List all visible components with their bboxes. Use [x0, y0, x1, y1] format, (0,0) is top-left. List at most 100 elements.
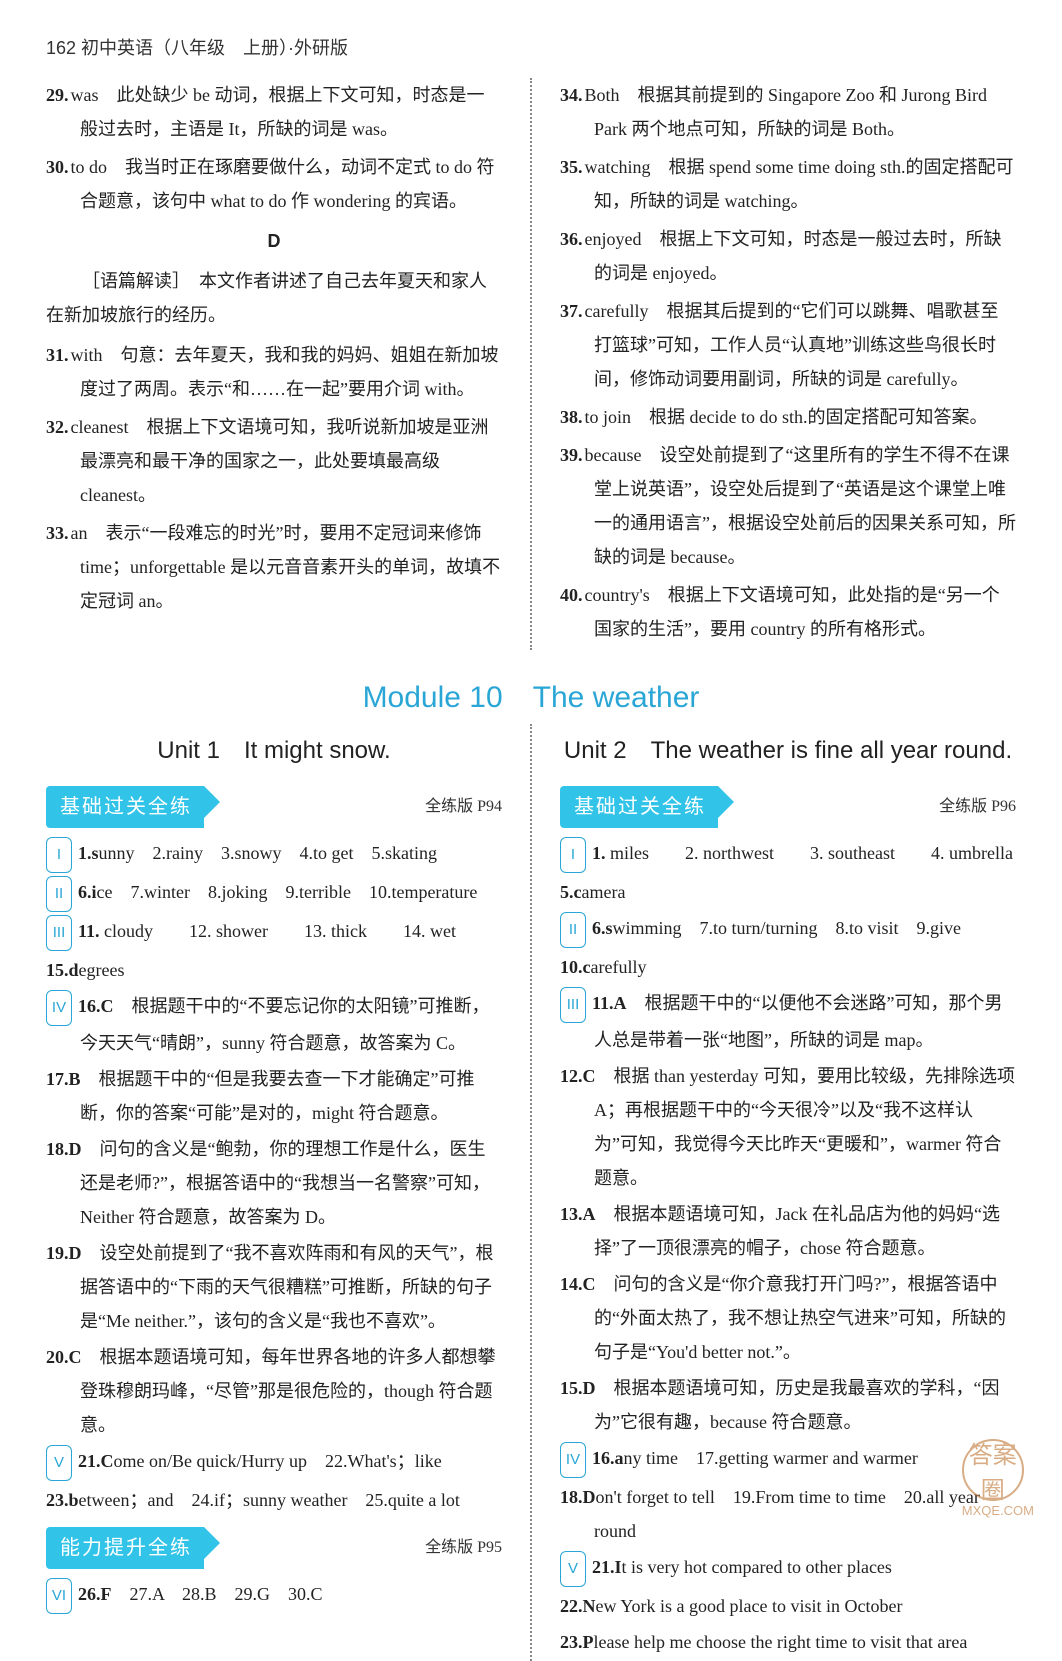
- answer-text: 20.C 根据本题语境可知，每年世界各地的许多人都想攀登珠穆朗玛峰，“尽管”那是…: [46, 1347, 496, 1435]
- answer-38: 38.to join 根据 decide to do sth.的固定搭配可知答案…: [594, 400, 1016, 434]
- answer-line: I1.sunny 2.rainy 3.snowy 4.to get 5.skat…: [80, 836, 502, 873]
- answer-line: III11. cloudy 12. shower 13. thick 14. w…: [80, 914, 502, 951]
- unit2-column: Unit 2 The weather is fine all year roun…: [552, 724, 1016, 1661]
- roman-marker: II: [46, 876, 72, 912]
- roman-marker: III: [46, 915, 72, 951]
- unit1-column: Unit 1 It might snow. 基础过关全练 全练版 P94 I1.…: [46, 724, 510, 1661]
- page-ref: 全练版 P94: [425, 790, 502, 824]
- answer-35: 35.watching 根据 spend some time doing sth…: [594, 150, 1016, 218]
- answer-text: 14.C 问句的含义是“你介意我打开门吗?”，根据答语中的“外面太热了，我不想让…: [560, 1274, 1006, 1362]
- roman-marker: IV: [46, 990, 72, 1026]
- answer-line: V21.It is very hot compared to other pla…: [594, 1550, 1016, 1587]
- answer-text: 19.D 设空处前提到了“我不喜欢阵雨和有风的天气”，根据答语中的“下雨的天气很…: [46, 1243, 493, 1331]
- column-separator: [530, 78, 532, 650]
- roman-marker: IV: [560, 1442, 586, 1478]
- answer-text: 1.sunny 2.rainy 3.snowy 4.to get 5.skati…: [78, 843, 437, 863]
- basic-badge: 基础过关全练: [46, 786, 204, 828]
- section-d-heading: D: [46, 224, 502, 258]
- answer-text: 23.between；and 24.if；sunny weather 25.qu…: [46, 1490, 460, 1510]
- bottom-section: Unit 1 It might snow. 基础过关全练 全练版 P94 I1.…: [46, 724, 1016, 1661]
- answer-text: 15.D 根据本题语境可知，历史是我最喜欢的学科，“因为”它很有趣，becaus…: [560, 1378, 1000, 1432]
- roman-marker: I: [560, 837, 586, 873]
- answer-line: IV16.any time 17.getting warmer and warm…: [594, 1441, 1016, 1478]
- roman-marker: V: [560, 1551, 586, 1587]
- answer-line: 18.Don't forget to tell 19.From time to …: [594, 1480, 1016, 1548]
- answer-line: 23.between；and 24.if；sunny weather 25.qu…: [80, 1483, 502, 1517]
- answer-line: 19.D 设空处前提到了“我不喜欢阵雨和有风的天气”，根据答语中的“下雨的天气很…: [80, 1236, 502, 1338]
- top-right-column: 34.Both 根据其前提到的 Singapore Zoo 和 Jurong B…: [552, 78, 1016, 650]
- answer-text: 13.A 根据本题语境可知，Jack 在礼品店为他的妈妈“选择”了一顶很漂亮的帽…: [560, 1204, 1000, 1258]
- answer-line: IV16.C 根据题干中的“不要忘记你的太阳镜”可推断，今天天气“晴朗”，sun…: [80, 989, 502, 1060]
- watermark: 答案圈 MXQE.COM: [962, 1439, 1034, 1518]
- answer-31: 31.with 句意：去年夏天，我和我的妈妈、姐姐在新加坡度过了两周。表示“和……: [80, 338, 502, 406]
- watermark-url: MXQE.COM: [962, 1503, 1034, 1518]
- answer-37: 37.carefully 根据其后提到的“它们可以跳舞、唱歌甚至打篮球”可知，工…: [594, 294, 1016, 396]
- page-header: 162 初中英语（八年级 上册）·外研版: [46, 34, 1016, 60]
- page-ref: 全练版 P96: [939, 790, 1016, 824]
- roman-marker: I: [46, 837, 72, 873]
- answer-text: 16.C 根据题干中的“不要忘记你的太阳镜”可推断，今天天气“晴朗”，sunny…: [78, 996, 489, 1053]
- answer-line: 17.B 根据题干中的“但是我要去查一下才能确定”可推断，你的答案“可能”是对的…: [80, 1062, 502, 1130]
- roman-marker: II: [560, 912, 586, 948]
- basic-badge: 基础过关全练: [560, 786, 718, 828]
- answer-text: 23.Please help me choose the right time …: [560, 1632, 967, 1652]
- unit1-basic-row: 基础过关全练 全练版 P94: [46, 786, 502, 828]
- roman-marker: III: [560, 987, 586, 1023]
- answer-text: 21.Come on/Be quick/Hurry up 22.What's；l…: [78, 1451, 442, 1471]
- answer-text: 15.degrees: [46, 960, 124, 980]
- answer-30: 30.to do 我当时正在琢磨要做什么，动词不定式 to do 符合题意，该句…: [80, 150, 502, 218]
- answer-39: 39.because 设空处前提到了“这里所有的学生不得不在课堂上说英语”，设空…: [594, 438, 1016, 574]
- answer-40: 40.country's 根据上下文语境可知，此处指的是“另一个国家的生活”，要…: [594, 578, 1016, 646]
- module-title: Module 10 The weather: [46, 672, 1016, 716]
- ability-badge: 能力提升全练: [46, 1527, 204, 1569]
- top-section: 29.was 此处缺少 be 动词，根据上下文可知，时态是一般过去时，主语是 I…: [46, 78, 1016, 650]
- answer-34: 34.Both 根据其前提到的 Singapore Zoo 和 Jurong B…: [594, 78, 1016, 146]
- roman-marker: V: [46, 1445, 72, 1481]
- unit1-ability-row: 能力提升全练 全练版 P95: [46, 1527, 502, 1569]
- answer-text: 16.any time 17.getting warmer and warmer: [592, 1448, 918, 1468]
- unit1-title: Unit 1 It might snow.: [46, 734, 502, 768]
- answer-line: 12.C 根据 than yesterday 可知，要用比较级，先排除选项 A；…: [594, 1059, 1016, 1195]
- answer-text: 12.C 根据 than yesterday 可知，要用比较级，先排除选项 A；…: [560, 1066, 1015, 1188]
- unit2-basic-row: 基础过关全练 全练版 P96: [560, 786, 1016, 828]
- answer-36: 36.enjoyed 根据上下文可知，时态是一般过去时，所缺的词是 enjoye…: [594, 222, 1016, 290]
- answer-line: 13.A 根据本题语境可知，Jack 在礼品店为他的妈妈“选择”了一顶很漂亮的帽…: [594, 1197, 1016, 1265]
- answer-text: 1. miles 2. northwest 3. southeast 4. um…: [592, 843, 1013, 863]
- watermark-icon: 答案圈: [962, 1439, 1024, 1501]
- answer-text: 26.F 27.A 28.B 29.G 30.C: [78, 1584, 323, 1604]
- answer-line: 15.degrees: [80, 953, 502, 987]
- passage-intro: ［语篇解读］ 本文作者讲述了自己去年夏天和家人在新加坡旅行的经历。: [46, 264, 502, 332]
- answer-line: II6.ice 7.winter 8.joking 9.terrible 10.…: [80, 875, 502, 912]
- answer-line: III11.A 根据题干中的“以便他不会迷路”可知，那个男人总是带着一张“地图”…: [594, 986, 1016, 1057]
- answer-line: I1. miles 2. northwest 3. southeast 4. u…: [594, 836, 1016, 873]
- top-left-column: 29.was 此处缺少 be 动词，根据上下文可知，时态是一般过去时，主语是 I…: [46, 78, 510, 650]
- answer-line: 22.New York is a good place to visit in …: [594, 1589, 1016, 1623]
- answer-line: V21.Come on/Be quick/Hurry up 22.What's；…: [80, 1444, 502, 1481]
- answer-text: 22.New York is a good place to visit in …: [560, 1596, 902, 1616]
- unit2-title: Unit 2 The weather is fine all year roun…: [560, 734, 1016, 768]
- answer-line: 10.carefully: [594, 950, 1016, 984]
- answer-line: 18.D 问句的含义是“鲍勃，你的理想工作是什么，医生还是老师?”，根据答语中的…: [80, 1132, 502, 1234]
- column-separator: [530, 724, 532, 1661]
- answer-text: 11. cloudy 12. shower 13. thick 14. wet: [78, 921, 456, 941]
- answer-text: 5.camera: [560, 882, 625, 902]
- answer-line: II6.swimming 7.to turn/turning 8.to visi…: [594, 911, 1016, 948]
- answer-line: 5.camera: [594, 875, 1016, 909]
- answer-32: 32.cleanest 根据上下文语境可知，我听说新加坡是亚洲最漂亮和最干净的国…: [80, 410, 502, 512]
- answer-line: 23.Please help me choose the right time …: [594, 1625, 1016, 1659]
- answer-text: 6.ice 7.winter 8.joking 9.terrible 10.te…: [78, 882, 477, 902]
- answer-text: 10.carefully: [560, 957, 646, 977]
- answer-text: 21.It is very hot compared to other plac…: [592, 1557, 892, 1577]
- answer-line: VI26.F 27.A 28.B 29.G 30.C: [80, 1577, 502, 1614]
- answer-29: 29.was 此处缺少 be 动词，根据上下文可知，时态是一般过去时，主语是 I…: [80, 78, 502, 146]
- answer-text: 6.swimming 7.to turn/turning 8.to visit …: [592, 918, 961, 938]
- answer-text: 17.B 根据题干中的“但是我要去查一下才能确定”可推断，你的答案“可能”是对的…: [46, 1069, 475, 1123]
- roman-marker: VI: [46, 1578, 72, 1614]
- answer-line: 20.C 根据本题语境可知，每年世界各地的许多人都想攀登珠穆朗玛峰，“尽管”那是…: [80, 1340, 502, 1442]
- answer-text: 18.Don't forget to tell 19.From time to …: [560, 1487, 980, 1541]
- answer-text: 11.A 根据题干中的“以便他不会迷路”可知，那个男人总是带着一张“地图”，所缺…: [592, 993, 1003, 1050]
- answer-line: 15.D 根据本题语境可知，历史是我最喜欢的学科，“因为”它很有趣，becaus…: [594, 1371, 1016, 1439]
- page-ref: 全练版 P95: [425, 1531, 502, 1565]
- answer-line: 14.C 问句的含义是“你介意我打开门吗?”，根据答语中的“外面太热了，我不想让…: [594, 1267, 1016, 1369]
- answer-text: 18.D 问句的含义是“鲍勃，你的理想工作是什么，医生还是老师?”，根据答语中的…: [46, 1139, 490, 1227]
